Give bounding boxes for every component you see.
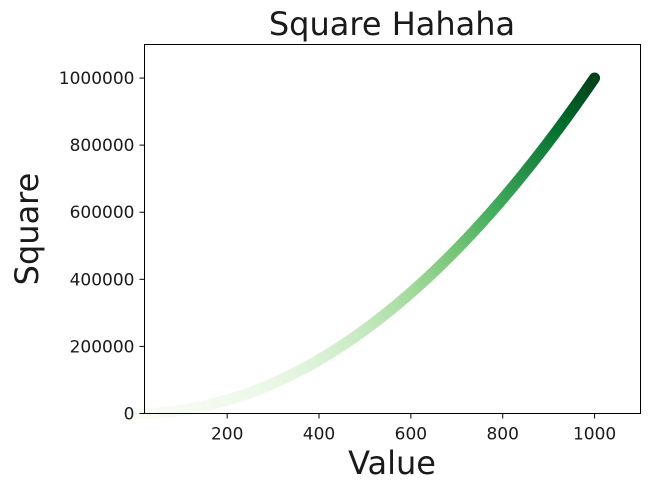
y-tick-label: 400000 xyxy=(70,270,135,290)
x-tick-label: 600 xyxy=(395,425,427,445)
y-axis-label: Square xyxy=(8,173,46,286)
x-axis: 200 400 600 800 1000 xyxy=(211,413,616,445)
y-tick-label: 200000 xyxy=(70,337,135,357)
y-tick-label: 0 xyxy=(124,405,135,425)
data-points xyxy=(130,72,601,419)
x-tick-label: 400 xyxy=(303,425,335,445)
data-point xyxy=(589,72,601,84)
x-tick-label: 200 xyxy=(211,425,243,445)
y-axis: 0 200000 400000 600000 800000 1000000 xyxy=(59,69,145,425)
y-tick-label: 800000 xyxy=(70,136,135,156)
x-axis-label: Value xyxy=(348,444,436,482)
y-tick-label: 600000 xyxy=(70,203,135,223)
chart-title: Square Hahaha xyxy=(269,5,515,43)
x-tick-label: 1000 xyxy=(573,425,616,445)
x-tick-label: 800 xyxy=(486,425,518,445)
plot-area-frame xyxy=(144,44,641,414)
y-tick-label: 1000000 xyxy=(59,69,135,89)
